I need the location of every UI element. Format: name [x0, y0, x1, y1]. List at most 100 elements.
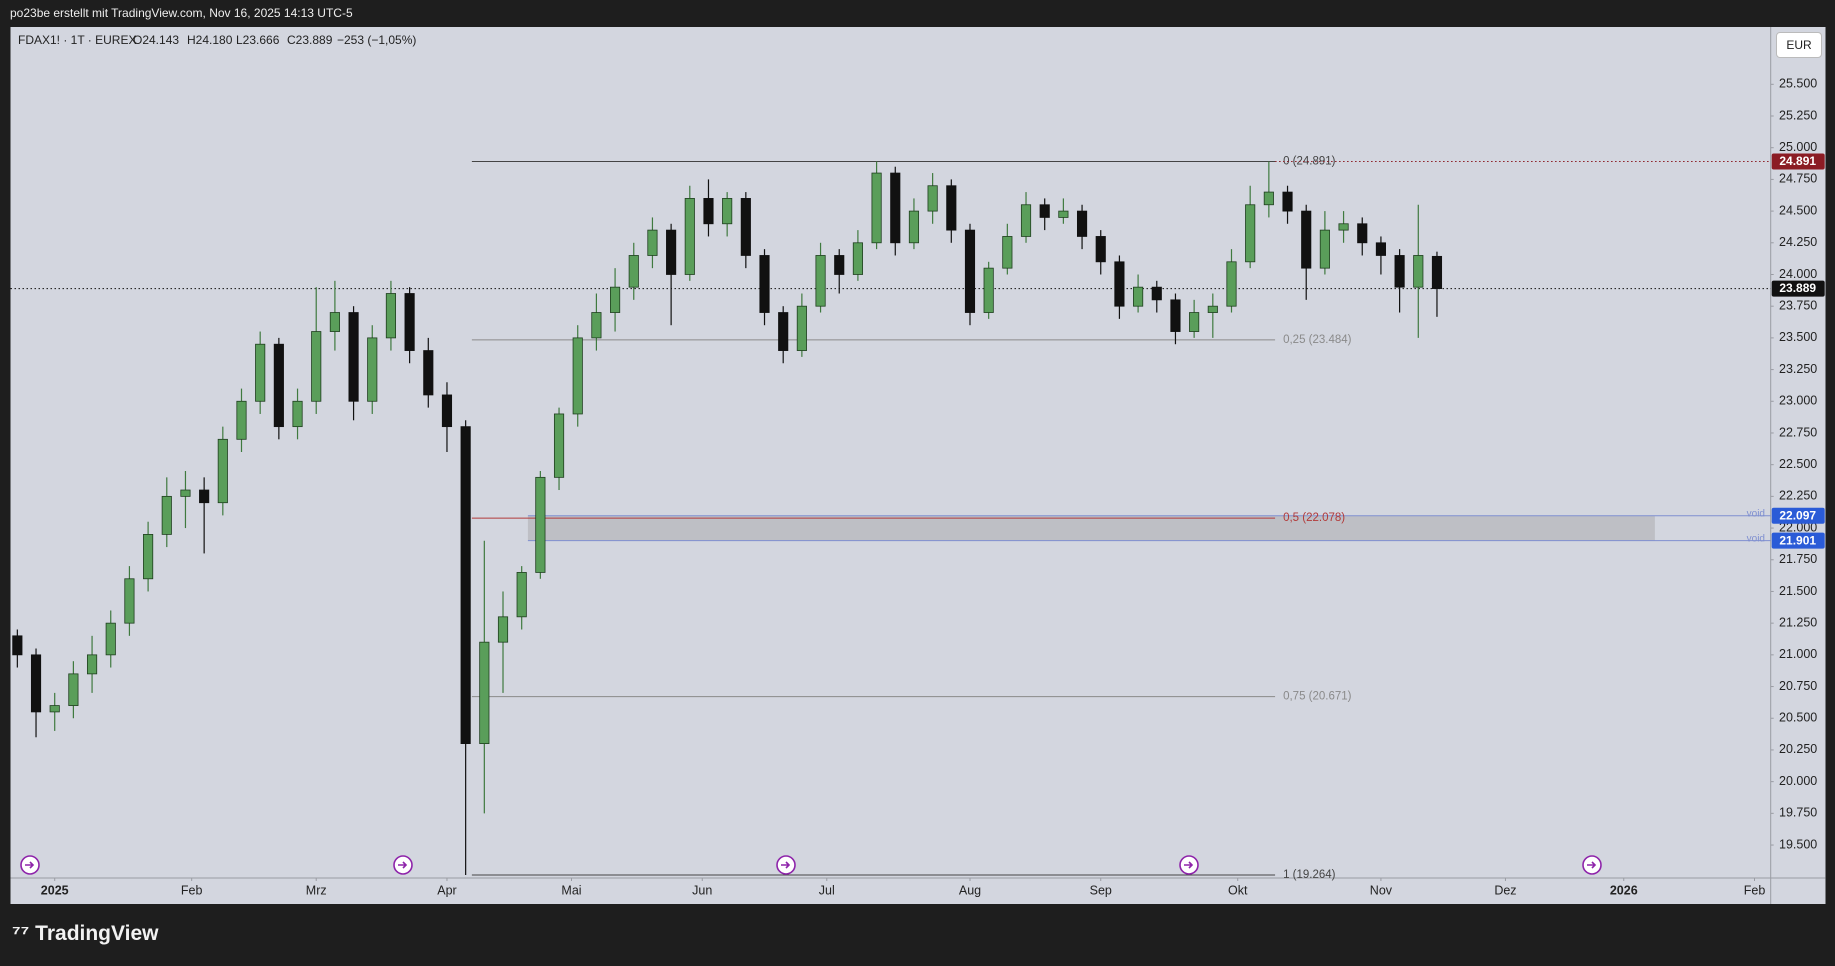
- candle-body: [591, 312, 602, 339]
- x-tick-label: Sep: [1090, 883, 1112, 897]
- candle-body: [1282, 191, 1293, 212]
- y-tick-label: 23.000: [1779, 394, 1817, 408]
- price-tag: [1771, 507, 1825, 524]
- candle-body: [796, 305, 807, 351]
- candle-body: [1431, 255, 1443, 289]
- candle-body: [572, 337, 583, 415]
- candle-body: [236, 400, 247, 440]
- candle-body: [124, 578, 135, 624]
- candle-body: [759, 255, 770, 313]
- candle-body: [1226, 261, 1237, 307]
- x-tick-label: Apr: [437, 883, 456, 897]
- y-tick-label: 24.500: [1779, 203, 1817, 217]
- candle-body: [199, 489, 210, 504]
- candle-body: [815, 255, 826, 307]
- candle-body: [1413, 255, 1424, 288]
- y-tick-label: 22.000: [1779, 520, 1817, 534]
- tradingview-logo: ⁷⁷ TradingView: [12, 922, 159, 946]
- y-tick-label: 20.000: [1779, 774, 1817, 788]
- price-tag-label: 21.901: [1779, 533, 1816, 547]
- currency-button[interactable]: EUR: [1776, 32, 1822, 58]
- candle-body: [1394, 255, 1405, 288]
- header-change: −253 (−1,05%): [337, 33, 416, 47]
- fib-label: 0,25 (23.484): [1283, 334, 1352, 346]
- y-tick-label: 25.000: [1779, 140, 1817, 154]
- candle-body: [217, 438, 228, 504]
- candle-body: [1002, 236, 1013, 269]
- top-bar: po23be erstellt mit TradingView.com, Nov…: [10, 6, 353, 20]
- candle-body: [273, 343, 284, 428]
- y-tick-label: 21.000: [1779, 647, 1817, 661]
- candle-body: [722, 198, 733, 225]
- y-tick-label: 20.500: [1779, 711, 1817, 725]
- price-tag-label: 24.891: [1779, 154, 1816, 168]
- candle-body: [1058, 210, 1069, 218]
- candle-body: [666, 229, 677, 275]
- candle-body: [479, 641, 490, 745]
- candle-body: [1095, 236, 1106, 263]
- x-tick-label: Okt: [1228, 883, 1248, 897]
- candle-body: [49, 705, 60, 713]
- candle-body: [946, 185, 957, 231]
- candle-body: [460, 426, 471, 745]
- candle-body: [871, 172, 882, 244]
- x-tick-label: Aug: [959, 883, 981, 897]
- candle-body: [68, 673, 79, 706]
- y-tick-label: 22.750: [1779, 425, 1817, 439]
- candle-body: [516, 572, 527, 618]
- candle-body: [647, 229, 658, 256]
- candle-body: [1263, 191, 1274, 206]
- x-tick-label: Jul: [819, 883, 835, 897]
- candle-body: [12, 635, 23, 656]
- y-tick-label: 25.250: [1779, 108, 1817, 122]
- fib-label: 1 (19.264): [1283, 869, 1336, 881]
- candle-body: [423, 350, 434, 396]
- x-tick-label: Mrz: [306, 883, 327, 897]
- y-tick-label: 20.750: [1779, 679, 1817, 693]
- price-tag: [1771, 532, 1825, 549]
- candle-body: [983, 267, 994, 313]
- candle-body: [1245, 204, 1256, 263]
- y-tick-label: 23.500: [1779, 330, 1817, 344]
- y-tick-label: 23.250: [1779, 362, 1817, 376]
- logo-text: TradingView: [35, 922, 159, 945]
- candle-body: [684, 198, 695, 275]
- header-close: C23.889: [287, 33, 333, 47]
- y-tick-label: 21.250: [1779, 615, 1817, 629]
- x-tick-label: Feb: [1744, 883, 1766, 897]
- x-tick-label: Jun: [692, 883, 712, 897]
- candle-body: [385, 293, 397, 339]
- fib-label: 0,75 (20.671): [1283, 691, 1352, 703]
- x-tick-label: Nov: [1370, 883, 1393, 897]
- candle-body: [1375, 242, 1386, 256]
- x-tick-label: Feb: [181, 883, 203, 897]
- candle-body: [628, 255, 639, 288]
- zone-label: void: [1747, 533, 1765, 544]
- y-tick-label: 21.500: [1779, 584, 1817, 598]
- candle-body: [161, 495, 172, 535]
- header-symbol: FDAX1! · 1T · EUREX: [18, 33, 136, 47]
- logo-mark: ⁷⁷: [12, 922, 36, 945]
- candle-body: [890, 172, 901, 244]
- candle-body: [30, 654, 42, 713]
- candle-body: [1076, 210, 1088, 237]
- event-icon-arrow: [1184, 861, 1194, 869]
- y-tick-label: 19.750: [1779, 806, 1817, 820]
- candle-body: [1151, 286, 1162, 301]
- candle-body: [329, 312, 340, 332]
- candle-body: [927, 185, 938, 212]
- candle-body: [1133, 286, 1144, 307]
- event-icon-arrow: [781, 861, 791, 869]
- candle-body: [703, 198, 714, 225]
- candle-body: [535, 476, 546, 573]
- candle-body: [311, 331, 322, 402]
- y-tick-label: 19.500: [1779, 837, 1817, 851]
- candle-body: [1114, 261, 1125, 307]
- event-icon-arrow: [25, 861, 35, 869]
- header-high: H24.180: [187, 33, 233, 47]
- x-tick-label: 2025: [41, 883, 69, 897]
- y-tick-label: 21.750: [1779, 552, 1817, 566]
- event-icon-arrow: [398, 861, 408, 869]
